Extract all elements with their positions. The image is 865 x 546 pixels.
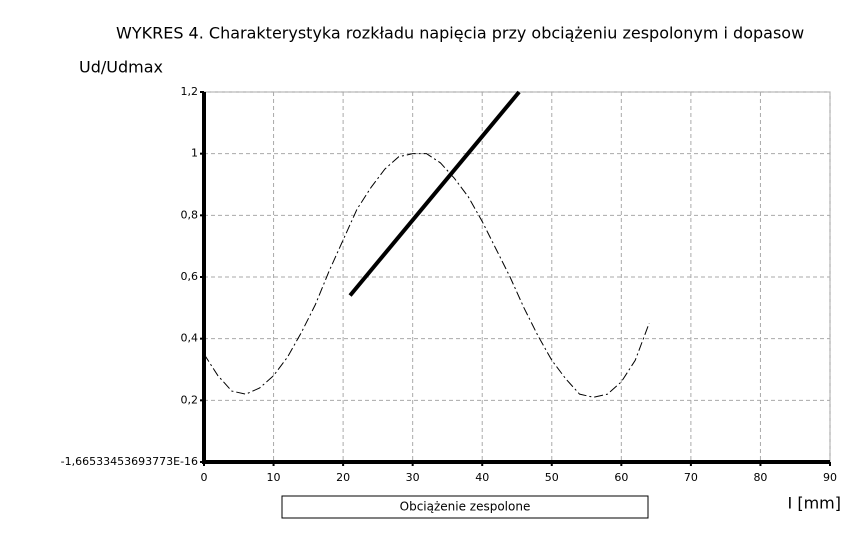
x-axis-label: I [mm] — [788, 494, 841, 513]
x-tick-label: 30 — [406, 471, 420, 484]
y-tick-label: 1,2 — [181, 85, 199, 98]
series-line — [348, 90, 521, 297]
series-line — [203, 153, 650, 398]
chart-title: WYKRES 4. Charakterystyka rozkładu napię… — [116, 24, 804, 43]
x-tick-label: 40 — [475, 471, 489, 484]
y-tick-label: 1 — [191, 147, 198, 160]
x-tick-label: 80 — [753, 471, 767, 484]
legend-box — [281, 495, 649, 519]
y-axis-label: Ud/Udmax — [79, 58, 163, 77]
x-tick-label: 50 — [545, 471, 559, 484]
y-tick-label: 0,8 — [181, 208, 199, 221]
y-tick-label: -1,66533453693773E-16 — [61, 455, 198, 468]
x-tick-label: 20 — [336, 471, 350, 484]
y-tick-label: 0,6 — [181, 270, 199, 283]
x-tick-label: 0 — [201, 471, 208, 484]
x-tick-label: 10 — [267, 471, 281, 484]
x-tick-label: 90 — [823, 471, 837, 484]
x-tick-label: 60 — [614, 471, 628, 484]
y-tick-label: 0,4 — [181, 332, 199, 345]
y-tick-label: 0,2 — [181, 393, 199, 406]
legend-entry: Obciążenie zespolone — [400, 500, 531, 514]
x-tick-label: 70 — [684, 471, 698, 484]
